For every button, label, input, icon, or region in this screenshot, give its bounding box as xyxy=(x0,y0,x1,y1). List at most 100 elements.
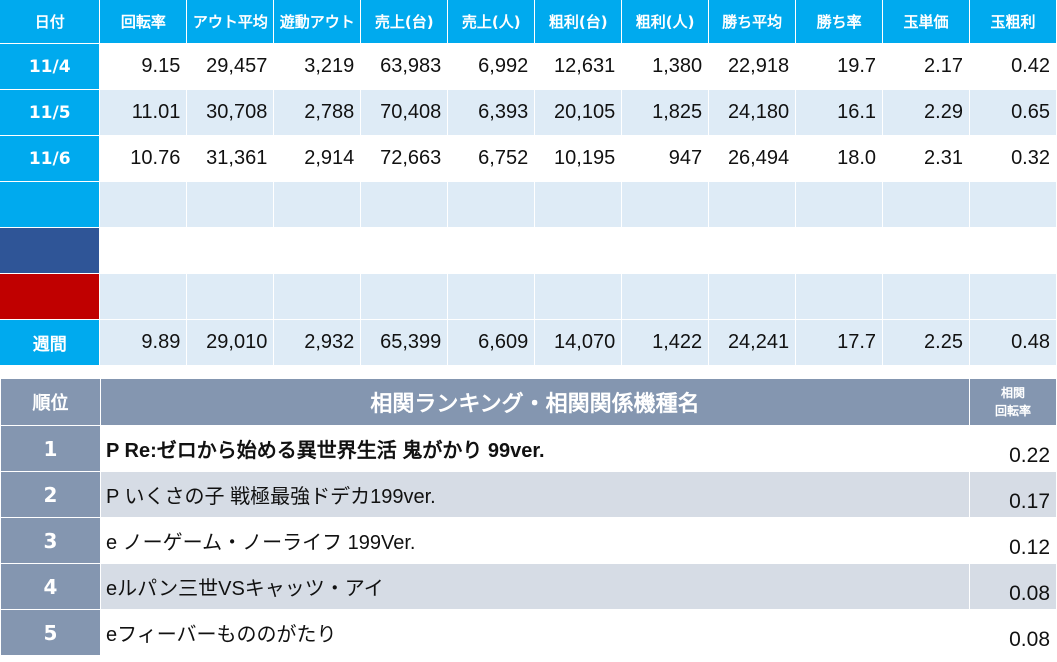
header-spin-rate: 回転率 xyxy=(99,0,188,44)
cell-ball-gross xyxy=(969,181,1057,228)
correlation-value: 0.17 xyxy=(969,471,1057,518)
cell-spin-rate: 11.01 xyxy=(99,89,188,136)
cell-sales-per-person: 6,609 xyxy=(447,319,536,366)
cell-idle-out xyxy=(273,181,362,228)
cell-sales-per-machine: 63,983 xyxy=(360,43,449,90)
cell-sales-per-machine xyxy=(360,273,449,320)
ranking-row: 5 eフィーバーもののがたり 0.08 xyxy=(0,609,1057,656)
daily-stats-table: 日付 回転率 アウト平均 遊動アウト 売上(台) 売上(人) 粗利(台) 粗利(… xyxy=(0,0,1057,366)
cell-out-average xyxy=(186,227,275,274)
header-gross-per-person: 粗利(人) xyxy=(621,0,710,44)
stats-row: 11/6 10.76 31,361 2,914 72,663 6,752 10,195 947… xyxy=(0,135,1057,182)
header-gross-per-machine: 粗利(台) xyxy=(534,0,623,44)
cell-spin-rate: 9.15 xyxy=(99,43,188,90)
cell-sales-per-person xyxy=(447,273,536,320)
header-sales-per-machine: 売上(台) xyxy=(360,0,449,44)
cell-win-rate xyxy=(795,227,884,274)
cell-gross-per-machine: 12,631 xyxy=(534,43,623,90)
correlation-value: 0.12 xyxy=(969,517,1057,564)
cell-ball-gross: 0.65 xyxy=(969,89,1057,136)
cell-gross-per-person xyxy=(621,273,710,320)
cell-win-rate: 16.1 xyxy=(795,89,884,136)
rank-number: 4 xyxy=(0,563,101,610)
ranking-row: 4 eルパン三世VSキャッツ・アイ 0.08 xyxy=(0,563,1057,610)
stats-row xyxy=(0,273,1057,320)
header-corr-line1: 相関 xyxy=(1000,386,1025,400)
header-rank: 順位 xyxy=(0,378,101,426)
cell-gross-per-person: 1,422 xyxy=(621,319,710,366)
rank-number: 2 xyxy=(0,471,101,518)
header-correlation-spin-rate: 相関 回転率 xyxy=(969,378,1057,426)
cell-win-rate xyxy=(795,181,884,228)
cell-out-average: 29,010 xyxy=(186,319,275,366)
cell-idle-out: 3,219 xyxy=(273,43,362,90)
machine-name: P いくさの子 戦極最強ドデカ199ver. xyxy=(100,471,970,518)
cell-win-rate: 17.7 xyxy=(795,319,884,366)
cell-ball-unit-price xyxy=(882,273,970,320)
cell-sales-per-machine xyxy=(360,227,449,274)
cell-ball-gross: 0.32 xyxy=(969,135,1057,182)
cell-idle-out: 2,932 xyxy=(273,319,362,366)
cell-win-average: 22,918 xyxy=(708,43,797,90)
header-ball-unit-price: 玉単価 xyxy=(882,0,970,44)
cell-gross-per-machine xyxy=(534,227,623,274)
cell-ball-unit-price: 2.17 xyxy=(882,43,970,90)
weekly-row: 週間 9.89 29,010 2,932 65,399 6,609 14,070 1,422 2… xyxy=(0,319,1057,366)
cell-gross-per-machine xyxy=(534,273,623,320)
correlation-value: 0.08 xyxy=(969,609,1057,656)
cell-out-average: 31,361 xyxy=(186,135,275,182)
cell-spin-rate: 9.89 xyxy=(99,319,188,366)
cell-out-average: 29,457 xyxy=(186,43,275,90)
cell-gross-per-person: 947 xyxy=(621,135,710,182)
machine-name: eルパン三世VSキャッツ・アイ xyxy=(100,563,970,610)
stats-row: 11/4 9.15 29,457 3,219 63,983 6,992 12,631 1,38… xyxy=(0,43,1057,90)
ranking-header-row: 順位 相関ランキング・相関関係機種名 相関 回転率 xyxy=(0,378,1057,426)
stats-header-row: 日付 回転率 アウト平均 遊動アウト 売上(台) 売上(人) 粗利(台) 粗利(… xyxy=(0,0,1057,44)
machine-name: P Re:ゼロから始める異世界生活 鬼がかり 99ver. xyxy=(100,425,970,472)
cell-sales-per-machine: 65,399 xyxy=(360,319,449,366)
cell-ball-unit-price: 2.29 xyxy=(882,89,970,136)
cell-ball-gross xyxy=(969,273,1057,320)
cell-ball-unit-price xyxy=(882,181,970,228)
cell-gross-per-person xyxy=(621,181,710,228)
cell-gross-per-machine: 10,195 xyxy=(534,135,623,182)
row-date-label xyxy=(0,273,101,320)
row-date-label: 11/4 xyxy=(0,43,101,90)
cell-win-average: 26,494 xyxy=(708,135,797,182)
correlation-value: 0.08 xyxy=(969,563,1057,610)
row-date-label: 11/5 xyxy=(0,89,101,136)
cell-sales-per-person xyxy=(447,227,536,274)
cell-win-rate: 18.0 xyxy=(795,135,884,182)
correlation-value: 0.22 xyxy=(969,425,1057,472)
header-machine-name: 相関ランキング・相関関係機種名 xyxy=(100,378,970,426)
cell-gross-per-machine xyxy=(534,181,623,228)
cell-idle-out xyxy=(273,227,362,274)
cell-gross-per-person: 1,825 xyxy=(621,89,710,136)
cell-gross-per-person: 1,380 xyxy=(621,43,710,90)
header-win-rate: 勝ち率 xyxy=(795,0,884,44)
header-idle-out: 遊動アウト xyxy=(273,0,362,44)
header-sales-per-person: 売上(人) xyxy=(447,0,536,44)
cell-spin-rate xyxy=(99,181,188,228)
cell-out-average xyxy=(186,273,275,320)
cell-win-average xyxy=(708,181,797,228)
cell-sales-per-machine: 70,408 xyxy=(360,89,449,136)
cell-sales-per-machine: 72,663 xyxy=(360,135,449,182)
rank-number: 3 xyxy=(0,517,101,564)
stats-row xyxy=(0,227,1057,274)
cell-ball-unit-price: 2.31 xyxy=(882,135,970,182)
cell-idle-out: 2,788 xyxy=(273,89,362,136)
cell-ball-gross xyxy=(969,227,1057,274)
stats-row xyxy=(0,181,1057,228)
rank-number: 5 xyxy=(0,609,101,656)
row-date-label xyxy=(0,227,101,274)
cell-win-rate: 19.7 xyxy=(795,43,884,90)
header-ball-gross: 玉粗利 xyxy=(969,0,1057,44)
cell-gross-per-machine: 14,070 xyxy=(534,319,623,366)
machine-name: eフィーバーもののがたり xyxy=(100,609,970,656)
cell-sales-per-person xyxy=(447,181,536,228)
cell-ball-unit-price xyxy=(882,227,970,274)
